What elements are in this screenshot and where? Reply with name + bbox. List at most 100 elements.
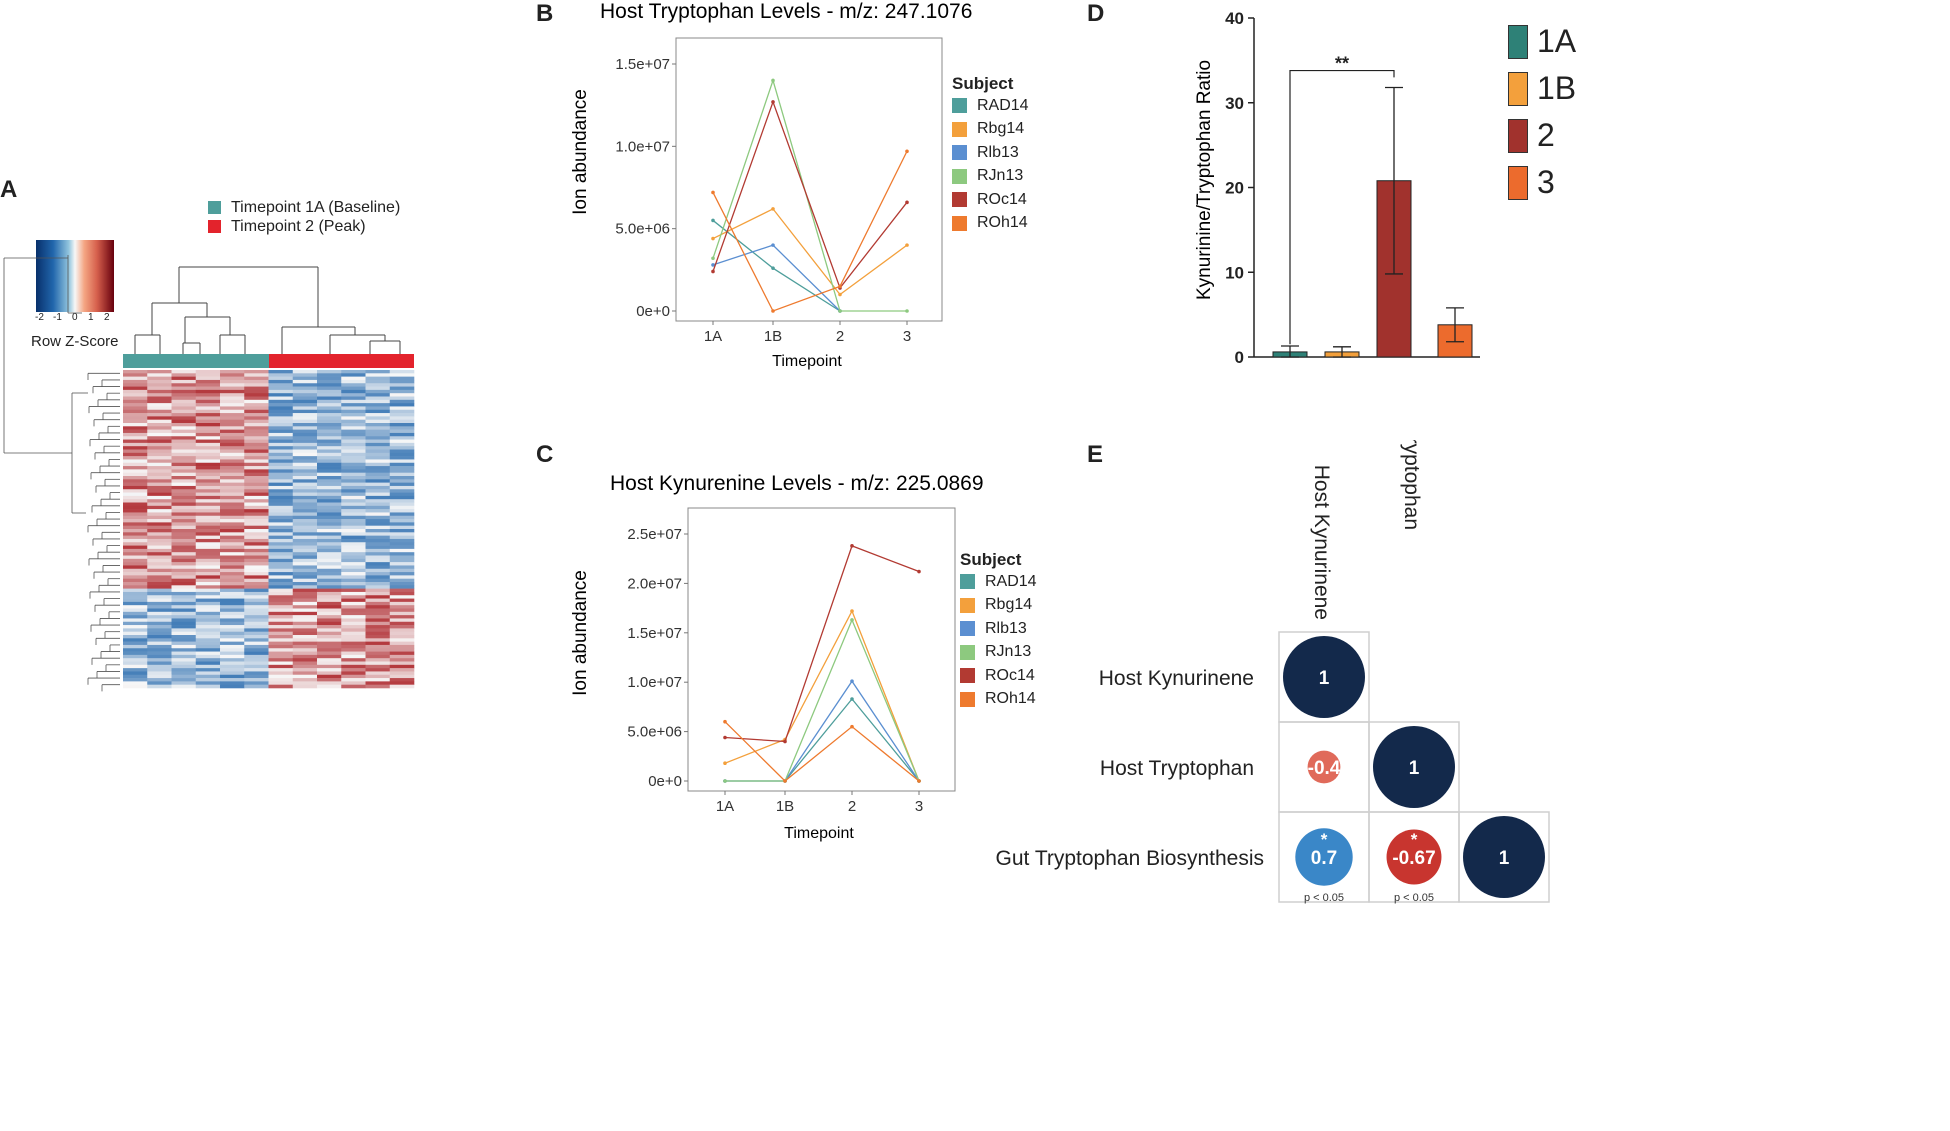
heatmap-cell bbox=[341, 668, 366, 672]
data-point bbox=[905, 243, 909, 247]
heatmap-cell bbox=[268, 605, 294, 609]
heatmap-cell bbox=[389, 393, 415, 397]
heatmap-cell bbox=[244, 654, 269, 659]
heatmap-cell bbox=[123, 565, 148, 570]
heatmap-cell bbox=[171, 482, 197, 487]
heatmap-cell bbox=[171, 582, 197, 586]
heatmap-cell bbox=[341, 661, 366, 666]
heatmap-cell bbox=[317, 386, 342, 391]
heatmap-cell bbox=[317, 555, 342, 560]
heatmap-cell bbox=[195, 572, 221, 576]
heatmap-cell bbox=[317, 515, 342, 520]
heatmap-cell bbox=[244, 485, 269, 490]
heatmap-cell bbox=[244, 505, 269, 510]
heatmap-cell bbox=[220, 409, 245, 414]
heatmap-cell bbox=[292, 658, 318, 662]
data-point bbox=[711, 269, 715, 274]
heatmap-cell bbox=[220, 538, 245, 543]
y-tick-label: 0 bbox=[1235, 348, 1244, 367]
heatmap-cell bbox=[292, 591, 318, 596]
heatmap-cell bbox=[195, 664, 221, 669]
heatmap-cell bbox=[123, 635, 148, 639]
heatmap-cell bbox=[171, 595, 197, 599]
heatmap-cell bbox=[195, 631, 221, 636]
heatmap-cell bbox=[389, 419, 415, 424]
heatmap-cell bbox=[389, 472, 415, 477]
heatmap-cell bbox=[292, 515, 318, 520]
heatmap-cell bbox=[268, 512, 294, 517]
heatmap-cell bbox=[244, 532, 269, 536]
heatmap-cell bbox=[317, 565, 342, 570]
heatmap-cell bbox=[244, 466, 269, 470]
heatmap-cell bbox=[389, 572, 415, 576]
heatmap-cell bbox=[123, 615, 148, 619]
heatmap-cell bbox=[123, 562, 148, 566]
heatmap-cell bbox=[171, 469, 197, 473]
heatmap-cell bbox=[317, 582, 342, 586]
heatmap-cell bbox=[244, 648, 269, 652]
heatmap-cell bbox=[244, 446, 269, 450]
heatmap-cell bbox=[171, 601, 197, 606]
heatmap-cell bbox=[317, 605, 342, 609]
heatmap-cell bbox=[123, 618, 148, 623]
heatmap-cell bbox=[195, 598, 221, 603]
heatmap-cell bbox=[365, 658, 391, 662]
heatmap-cell bbox=[317, 525, 342, 530]
y-tick-label: 0e+0 bbox=[648, 773, 682, 790]
heatmap-cell bbox=[317, 370, 342, 374]
heatmap-cell bbox=[341, 389, 366, 394]
subject-legend-title: Subject bbox=[960, 550, 1022, 569]
heatmap-cell bbox=[220, 565, 245, 570]
subject-label: Rlb13 bbox=[985, 619, 1027, 637]
heatmap-cell bbox=[389, 625, 415, 629]
bar-legend-swatch bbox=[1508, 24, 1528, 59]
heatmap-cell bbox=[123, 436, 148, 440]
heatmap-cell bbox=[292, 628, 318, 632]
heatmap-cell bbox=[171, 509, 197, 513]
heatmap-cell bbox=[195, 644, 221, 649]
heatmap-cell bbox=[268, 552, 294, 556]
heatmap-cell bbox=[389, 608, 415, 613]
heatmap-cell bbox=[341, 578, 366, 583]
heatmap-cell bbox=[365, 459, 391, 464]
heatmap-cell bbox=[292, 485, 318, 490]
heatmap-cell bbox=[365, 628, 391, 632]
heatmap-cell bbox=[244, 399, 269, 404]
heatmap-cell bbox=[292, 538, 318, 543]
heatmap-cell bbox=[195, 674, 221, 679]
heatmap-cell bbox=[244, 578, 269, 583]
heatmap-cell bbox=[171, 456, 197, 460]
heatmap-cell bbox=[195, 678, 221, 682]
heatmap-cell bbox=[147, 615, 172, 619]
heatmap-cell bbox=[195, 439, 221, 444]
heatmap-cell bbox=[365, 654, 391, 659]
heatmap-cell bbox=[147, 674, 172, 679]
heatmap-cell bbox=[123, 608, 148, 613]
correlation-value: 1 bbox=[1409, 758, 1420, 779]
heatmap-cell bbox=[268, 515, 294, 520]
heatmap-cell bbox=[341, 585, 366, 589]
heatmap-cell bbox=[292, 403, 318, 407]
heatmap-cell bbox=[147, 605, 172, 609]
bar-legend-item: 3 bbox=[1508, 159, 1576, 206]
heatmap-cell bbox=[341, 376, 366, 381]
heatmap-cell bbox=[292, 671, 318, 676]
heatmap-cell bbox=[220, 413, 245, 417]
correlation-value: 1 bbox=[1499, 848, 1510, 869]
heatmap-cell bbox=[171, 545, 197, 550]
heatmap-cell bbox=[317, 558, 342, 563]
subject-swatch bbox=[952, 98, 967, 114]
heatmap-cell bbox=[244, 588, 269, 593]
data-point bbox=[850, 609, 854, 613]
heatmap-cell bbox=[292, 519, 318, 523]
heatmap-cell bbox=[220, 383, 245, 387]
y-tick-label: 1.5e+07 bbox=[627, 625, 682, 642]
heatmap-cell bbox=[244, 558, 269, 563]
heatmap-cell bbox=[123, 379, 148, 384]
heatmap-cell bbox=[220, 462, 245, 467]
heatmap-cell bbox=[171, 575, 197, 579]
heatmap-cell bbox=[244, 575, 269, 579]
heatmap-cell bbox=[292, 509, 318, 513]
heatmap-cell bbox=[147, 446, 172, 450]
heatmap-cell bbox=[268, 379, 294, 384]
